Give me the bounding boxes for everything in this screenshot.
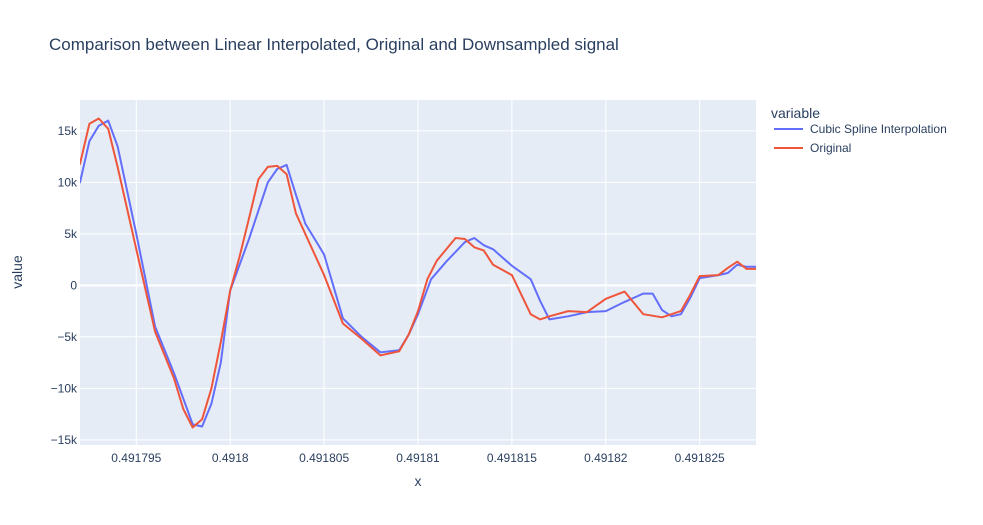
y-axis-title: value bbox=[9, 255, 25, 289]
legend-item[interactable]: Original bbox=[774, 141, 851, 155]
y-tick-label: 10k bbox=[58, 175, 78, 189]
y-tick-label: −15k bbox=[51, 433, 78, 447]
legend-label: Cubic Spline Interpolation bbox=[810, 122, 947, 136]
legend-item[interactable]: Cubic Spline Interpolation bbox=[774, 122, 947, 136]
series-lines bbox=[80, 117, 756, 429]
y-tick-label: 15k bbox=[58, 124, 78, 138]
x-tick-label: 0.491805 bbox=[299, 451, 349, 465]
grid bbox=[80, 100, 756, 445]
x-axis-title: x bbox=[415, 473, 422, 489]
y-tick-labels: 15k 10k 5k 0 −5k −10k −15k bbox=[51, 124, 78, 447]
x-tick-label: 0.49182 bbox=[584, 451, 628, 465]
chart-title: Comparison between Linear Interpolated, … bbox=[49, 35, 619, 54]
x-tick-label: 0.491825 bbox=[675, 451, 725, 465]
x-tick-label: 0.4918 bbox=[212, 451, 249, 465]
x-tick-labels: 0.491795 0.4918 0.491805 0.49181 0.491815 0.4… bbox=[111, 451, 725, 465]
x-tick-label: 0.491795 bbox=[111, 451, 161, 465]
y-tick-label: 0 bbox=[70, 278, 77, 292]
y-tick-label: −5k bbox=[57, 330, 78, 344]
legend-title: variable bbox=[771, 105, 820, 121]
series-line-original bbox=[80, 117, 756, 429]
x-tick-label: 0.49181 bbox=[396, 451, 440, 465]
y-tick-label: −10k bbox=[51, 381, 78, 395]
legend: variable Cubic Spline Interpolation Origi… bbox=[771, 105, 947, 155]
legend-label: Original bbox=[810, 141, 851, 155]
y-tick-label: 5k bbox=[64, 227, 78, 241]
series-line-cubic-spline bbox=[80, 119, 756, 428]
x-tick-label: 0.491815 bbox=[487, 451, 537, 465]
